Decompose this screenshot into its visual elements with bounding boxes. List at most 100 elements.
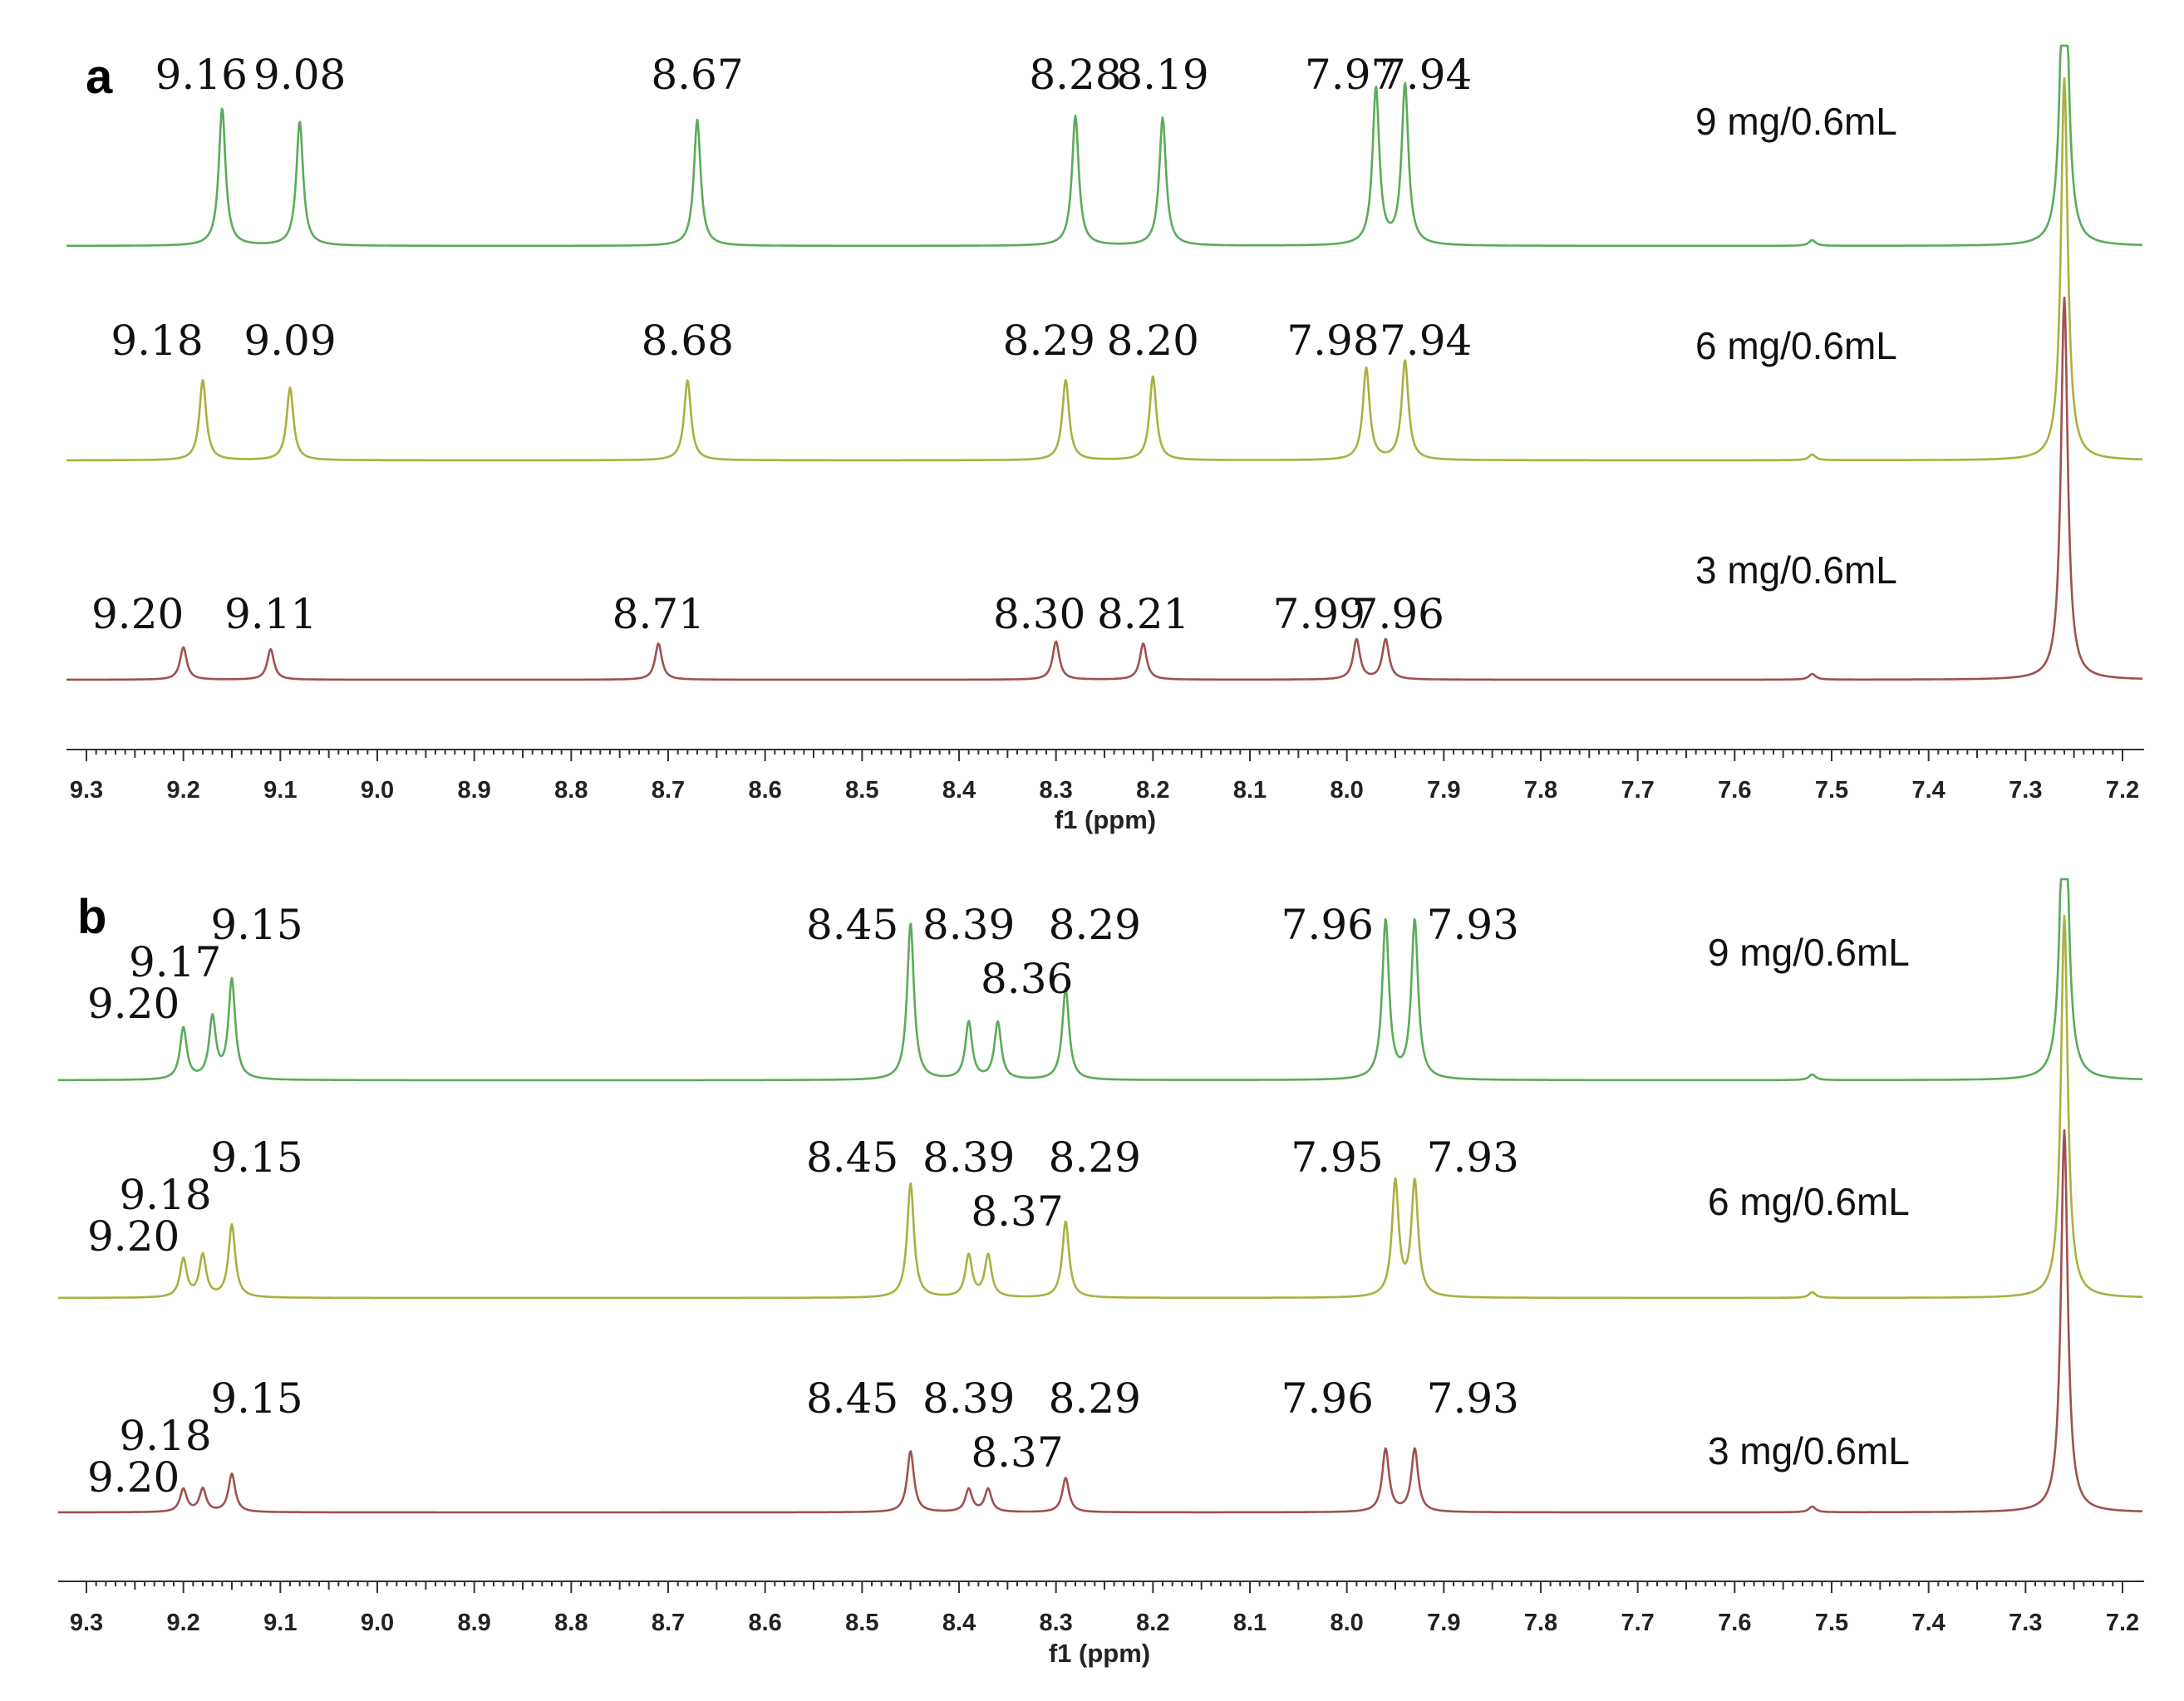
spectrum-trace xyxy=(57,914,2143,1300)
panel-b-ticks: 9.3 9.2 9.1 9.0 8.9 8.8 8.7 8.6 8.5 8.4 8.3 8.2 8.1 8… xyxy=(70,1581,2139,1636)
x-tick-label: 7.7 xyxy=(1621,1610,1655,1636)
peak-label: 8.45 xyxy=(806,901,898,949)
peak-label: 7.96 xyxy=(1281,901,1374,949)
peak-label: 9.18 xyxy=(119,1412,211,1460)
peak-label: 9.18 xyxy=(119,1171,211,1219)
x-tick-label: 9.3 xyxy=(70,1610,103,1636)
peak-label: 7.96 xyxy=(1281,1374,1374,1423)
x-tick-label: 9.2 xyxy=(167,777,200,804)
peak-label: 7.93 xyxy=(1427,1133,1519,1182)
peak-label: 8.71 xyxy=(612,590,705,638)
peak-label: 7.97 xyxy=(1305,51,1397,99)
peak-label: 7.99 xyxy=(1273,590,1365,638)
x-tick-label: 8.5 xyxy=(845,1610,878,1636)
concentration-label: 3 mg/0.6mL xyxy=(1695,548,1897,592)
x-tick-label: 9.0 xyxy=(361,777,394,804)
peak-label: 7.94 xyxy=(1380,51,1472,99)
x-tick-label: 7.5 xyxy=(1815,777,1848,804)
x-tick-label: 7.6 xyxy=(1718,1610,1751,1636)
x-tick-label: 8.6 xyxy=(749,1610,782,1636)
panel-b: b 9.3 9.2 9.1 9.0 8.9 8.8 8.7 8.6 8.5 8.4 8.3 8.2 8.… xyxy=(57,878,2144,1668)
peak-label: 8.36 xyxy=(981,955,1073,1003)
x-tick-label: 7.4 xyxy=(1912,777,1945,804)
x-tick-label: 9.0 xyxy=(361,1610,394,1636)
peak-label: 8.29 xyxy=(1049,1374,1141,1423)
concentration-label: 6 mg/0.6mL xyxy=(1708,1180,1910,1223)
panel-a-letter: a xyxy=(86,50,113,104)
concentration-label: 9 mg/0.6mL xyxy=(1695,100,1897,143)
x-tick-label: 8.6 xyxy=(749,777,782,804)
panel-b-axis-title: f1 (ppm) xyxy=(1049,1639,1150,1668)
x-tick-label: 9.2 xyxy=(167,1610,200,1636)
x-tick-label: 8.9 xyxy=(458,777,491,804)
peak-label: 8.29 xyxy=(1049,901,1141,949)
peak-label: 8.20 xyxy=(1107,317,1199,365)
peak-label: 7.96 xyxy=(1352,590,1444,638)
panel-b-traces xyxy=(57,878,2143,1514)
peak-label: 9.16 xyxy=(155,51,248,99)
x-tick-label: 8.4 xyxy=(942,777,976,804)
x-tick-label: 9.1 xyxy=(263,777,297,804)
peak-label: 8.19 xyxy=(1116,51,1208,99)
peak-label: 8.39 xyxy=(922,1133,1015,1182)
x-tick-label: 8.0 xyxy=(1331,777,1364,804)
concentration-label: 3 mg/0.6mL xyxy=(1708,1429,1910,1472)
peak-label: 8.45 xyxy=(806,1374,898,1423)
panel-a-traces xyxy=(66,44,2143,681)
x-tick-label: 7.9 xyxy=(1427,777,1460,804)
x-tick-label: 7.5 xyxy=(1815,1610,1848,1636)
panel-a-axis-title: f1 (ppm) xyxy=(1055,805,1156,834)
peak-label: 8.30 xyxy=(993,590,1085,638)
peak-label: 7.95 xyxy=(1291,1133,1383,1182)
peak-label: 8.37 xyxy=(971,1428,1063,1477)
peak-label: 9.15 xyxy=(210,1133,303,1182)
peak-label: 9.15 xyxy=(210,901,303,949)
spectrum-trace xyxy=(66,44,2143,248)
x-tick-label: 9.3 xyxy=(70,777,103,804)
spectrum-trace xyxy=(66,296,2143,681)
peak-label: 8.37 xyxy=(971,1187,1063,1236)
peak-label: 8.28 xyxy=(1029,51,1121,99)
x-tick-label: 7.8 xyxy=(1524,1610,1557,1636)
x-tick-label: 7.7 xyxy=(1621,777,1655,804)
peak-label: 9.09 xyxy=(243,317,336,365)
peak-label: 9.17 xyxy=(129,938,221,986)
peak-label: 9.15 xyxy=(210,1374,303,1423)
x-tick-label: 8.0 xyxy=(1331,1610,1364,1636)
x-tick-label: 8.9 xyxy=(458,1610,491,1636)
peak-label: 8.67 xyxy=(651,51,743,99)
x-tick-label: 7.2 xyxy=(2106,777,2139,804)
x-tick-label: 7.6 xyxy=(1718,777,1751,804)
panel-b-letter: b xyxy=(77,890,106,944)
peak-label: 8.29 xyxy=(1003,317,1095,365)
x-tick-label: 8.3 xyxy=(1040,777,1073,804)
peak-label: 7.93 xyxy=(1427,1374,1519,1423)
x-tick-label: 8.2 xyxy=(1136,777,1169,804)
panel-a-ticks: 9.3 9.2 9.1 9.0 8.9 8.8 8.7 8.6 8.5 8.4 8.3 8.2 8.1 8… xyxy=(70,750,2139,804)
x-tick-label: 7.3 xyxy=(2009,1610,2042,1636)
x-tick-label: 8.4 xyxy=(942,1610,976,1636)
x-tick-label: 7.3 xyxy=(2009,777,2042,804)
peak-label: 9.11 xyxy=(224,590,317,638)
panel-a: a 9.3 9.2 9.1 9.0 8.9 8.8 8.7 8.6 8.5 8.4 8.3 8.2 8.… xyxy=(66,44,2144,834)
x-tick-label: 7.2 xyxy=(2106,1610,2139,1636)
x-tick-label: 7.4 xyxy=(1912,1610,1945,1636)
peak-label: 8.68 xyxy=(642,317,734,365)
concentration-label: 6 mg/0.6mL xyxy=(1695,324,1897,367)
peak-label: 8.45 xyxy=(806,1133,898,1182)
peak-label: 9.20 xyxy=(87,1212,180,1261)
x-tick-label: 8.7 xyxy=(652,1610,685,1636)
peak-label: 9.20 xyxy=(87,980,180,1028)
peak-label: 8.21 xyxy=(1097,590,1189,638)
peak-label: 9.18 xyxy=(111,317,203,365)
x-tick-label: 7.8 xyxy=(1524,777,1557,804)
x-tick-label: 8.3 xyxy=(1040,1610,1073,1636)
peak-label: 8.39 xyxy=(922,1374,1015,1423)
x-tick-label: 8.5 xyxy=(845,777,878,804)
x-tick-label: 7.9 xyxy=(1427,1610,1460,1636)
spectrum-trace xyxy=(57,878,2143,1082)
x-tick-label: 8.1 xyxy=(1233,777,1267,804)
